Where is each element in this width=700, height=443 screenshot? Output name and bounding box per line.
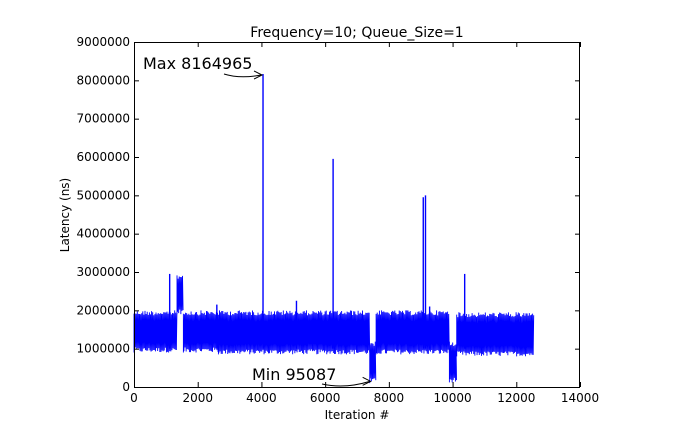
annotations-layer: Max 8164965 Min 95087 [143,54,372,387]
x-tick-label: 10000 [433,391,471,405]
y-tick-label: 9000000 [77,35,130,49]
x-tick-label: 2000 [182,391,213,405]
min-arrowhead [362,376,372,386]
y-tick-label: 1000000 [77,342,130,356]
max-annotation: Max 8164965 [143,54,252,73]
x-tick-label: 14000 [561,391,599,405]
data-layer [133,74,535,384]
series-segment-6 [448,341,457,383]
ticks-layer: 0 2000 4000 6000 8000 10000 12000 14000 0 1000000… [77,35,600,405]
min-annotation-arrow [321,380,370,387]
y-tick-label: 2000000 [77,303,130,317]
y-tick-label: 0 [122,380,130,394]
x-tick-label: 12000 [497,391,535,405]
series-segment-2 [182,310,219,353]
max-arrowhead [253,70,264,80]
series-segment-5 [375,310,450,355]
min-annotation: Min 95087 [252,365,336,384]
y-tick-label: 7000000 [77,112,130,126]
y-axis-label: Latency (ns) [58,178,72,252]
y-tick-label: 8000000 [77,73,130,87]
x-tick-label: 8000 [374,391,405,405]
plot-frame [134,42,580,388]
y-tick-label: 6000000 [77,150,130,164]
series-segment-7 [456,312,535,357]
series-segment-3 [217,310,371,355]
max-annotation-arrow [223,73,262,78]
x-tick-label: 6000 [310,391,341,405]
chart-title: Frequency=10; Queue_Size=1 [250,25,463,41]
y-tick-label: 4000000 [77,227,130,241]
x-tick-label: 4000 [246,391,277,405]
series-segment-0 [133,310,178,353]
series-segment-1 [176,275,184,315]
series-segment-4 [369,341,377,384]
y-tick-label: 3000000 [77,265,130,279]
x-tick-label: 0 [130,391,138,405]
x-axis-label: Iteration # [325,408,390,422]
y-tick-label: 5000000 [77,188,130,202]
